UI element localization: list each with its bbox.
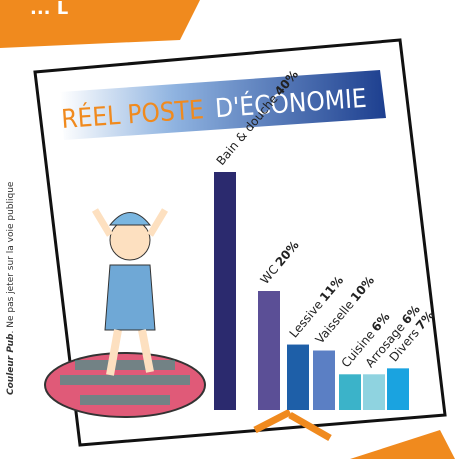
bar bbox=[287, 344, 309, 410]
bar bbox=[387, 368, 409, 410]
corner-shape bbox=[350, 430, 455, 459]
side-brand: Couleur Pub bbox=[6, 333, 16, 395]
bar bbox=[363, 374, 385, 410]
arrow bbox=[253, 408, 332, 442]
side-note: Couleur Pub. Ne pas jeter sur la voie pu… bbox=[6, 181, 16, 395]
card bbox=[33, 38, 447, 447]
illustration bbox=[44, 208, 206, 418]
bar bbox=[339, 374, 361, 410]
banner-shape bbox=[0, 0, 200, 48]
title-banner bbox=[60, 70, 386, 140]
bar bbox=[214, 172, 236, 410]
bar bbox=[258, 291, 280, 410]
bar bbox=[313, 350, 335, 410]
banner-text: ... L bbox=[30, 0, 68, 19]
side-text: . Ne pas jeter sur la voie publique bbox=[6, 181, 16, 333]
